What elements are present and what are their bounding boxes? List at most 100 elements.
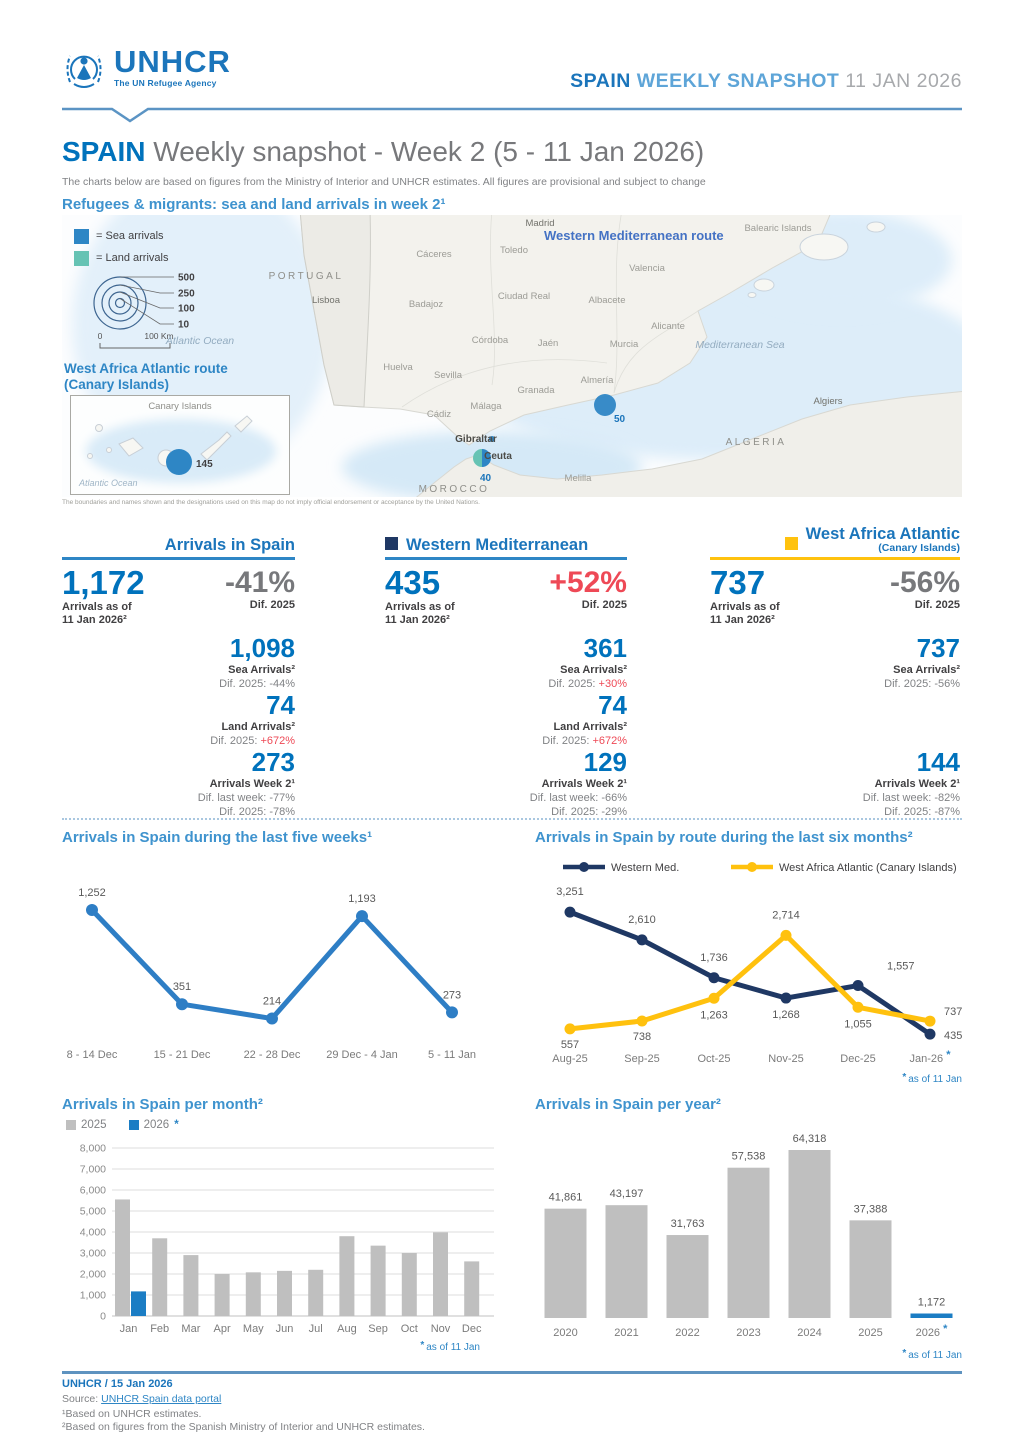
data-point	[708, 972, 720, 984]
north-africa-landmass	[416, 390, 962, 497]
stat-row: 144 Arrivals Week 2¹ Dif. last week: -82% D…	[710, 748, 960, 818]
stat-label: Land Arrivals²	[553, 720, 627, 733]
sea-arrivals-label: = Sea arrivals	[96, 230, 164, 242]
x-tick-label: Apr	[214, 1323, 231, 1335]
bar-value-label: 64,318	[793, 1133, 827, 1145]
stat-dif: Dif. 2025: -78%	[219, 806, 295, 819]
stat-label: Sea Arrivals²	[893, 663, 960, 676]
total-label: Arrivals as of	[710, 600, 780, 613]
map-place-label: Madrid	[525, 218, 555, 229]
bar-year	[788, 1150, 831, 1318]
y-tick-label: 1,000	[80, 1290, 106, 1302]
stat-label: Land Arrivals²	[221, 720, 295, 733]
x-tick-label: Oct-25	[697, 1053, 730, 1065]
region-borders	[401, 215, 699, 408]
data-point	[708, 992, 720, 1004]
map-place-label: Lisboa	[312, 295, 340, 306]
stat-column-header: West Africa Atlantic (Canary Islands)	[710, 520, 960, 560]
sea-arrivals-bubble-canary	[166, 449, 192, 475]
stat-label: Sea Arrivals²	[560, 663, 627, 676]
stats-arrivals-in-spain: Arrivals in Spain 1,172 Arrivals as of 11 J…	[62, 520, 295, 818]
data-point	[446, 1006, 458, 1019]
unhcr-logo: UNHCR The UN Refugee Agency	[62, 46, 231, 92]
sea-arrivals-bubble-almeria	[594, 394, 616, 416]
point-value-label: 351	[173, 981, 191, 993]
stat-dif: Dif. 2025: +30%	[548, 678, 627, 691]
stat-total-row: 737 Arrivals as of 11 Jan 2026² -56% Dif. 20…	[710, 564, 960, 628]
legend-label: West Africa Atlantic (Canary Islands)	[779, 862, 957, 874]
stat-row: 273 Arrivals Week 2¹ Dif. last week: -77% D…	[62, 748, 295, 818]
data-point	[176, 998, 188, 1011]
stat-label: Arrivals Week 2¹	[874, 777, 960, 790]
stat-label: Sea Arrivals²	[228, 663, 295, 676]
stat-column-header: Arrivals in Spain	[62, 520, 295, 560]
stat-rows: 361 Sea Arrivals² Dif. 2025: +30% 74 Land Ar…	[385, 634, 627, 818]
stat-value: 1,098	[229, 633, 295, 664]
total-block: 737 Arrivals as of 11 Jan 2026²	[710, 564, 780, 628]
point-value-label: 1,736	[700, 952, 728, 964]
bar-2025	[433, 1232, 448, 1316]
bar-year	[849, 1220, 892, 1318]
source-link[interactable]: UNHCR Spain data portal	[101, 1393, 222, 1405]
map-place-label: Cádiz	[426, 409, 452, 420]
x-tick-label: Feb	[150, 1323, 169, 1335]
stat-value: 361	[583, 633, 627, 664]
map-place-label: Valencia	[629, 263, 665, 274]
map-place-label: Toledo	[500, 245, 528, 256]
total-label: 11 Jan 2026²	[385, 614, 450, 627]
weekly-arrivals-line-chart: 1,252 8 - 14 Dec 351 15 - 21 Dec 214 22 - 28 …	[67, 887, 476, 1061]
map-place-label: Sevilla	[434, 370, 462, 381]
map-section-title: Refugees & migrants: sea and land arriva…	[62, 196, 446, 213]
stat-title-line: Western Mediterranean	[406, 535, 589, 554]
stat-row: 1,098 Sea Arrivals² Dif. 2025: -44%	[62, 634, 295, 691]
x-tick-label: Dec	[462, 1323, 482, 1335]
dif-percent: -41%	[224, 566, 295, 599]
bar-value-label: 43,197	[610, 1188, 644, 1200]
dif-percent: +52%	[549, 566, 627, 599]
point-value-label: 1,557	[887, 961, 915, 973]
bar-value-label: 31,763	[671, 1218, 705, 1230]
map-disclaimer: The boundaries and names shown and the d…	[62, 499, 480, 506]
data-point	[564, 1023, 576, 1035]
total-value: 737	[710, 564, 766, 601]
dif-block: -56% Dif. 2025	[890, 566, 960, 628]
stat-value: 737	[916, 633, 960, 664]
route-marker	[784, 537, 798, 550]
x-tick-label: 15 - 21 Dec	[154, 1049, 211, 1061]
legend-2025-swatch	[66, 1120, 76, 1130]
map-place-label: Córdoba	[471, 335, 509, 346]
x-tick-label: 2024	[797, 1327, 821, 1339]
map-place-label: Mediterranean Sea	[695, 339, 785, 351]
total-value: 435	[385, 564, 441, 601]
dif-block: -41% Dif. 2025	[225, 566, 295, 628]
map-place-label: PORTUGAL	[268, 271, 344, 282]
stat-row: 74 Land Arrivals² Dif. 2025: +672%	[385, 691, 627, 748]
x-tick-label: Aug-25	[552, 1053, 587, 1065]
data-point	[86, 904, 98, 917]
stat-column-title: Western Mediterranean	[406, 535, 589, 554]
stat-title-line: West Africa Atlantic	[805, 524, 960, 543]
header-weekly-snapshot: WEEKLY SNAPSHOT	[630, 70, 846, 92]
point-value-label: 2,610	[628, 914, 656, 926]
stat-row	[710, 691, 960, 748]
bar-year	[544, 1208, 587, 1318]
dotted-separator	[62, 818, 962, 820]
point-value-label: 214	[263, 996, 281, 1008]
stat-row: 361 Sea Arrivals² Dif. 2025: +30%	[385, 634, 627, 691]
header-rule	[62, 107, 962, 123]
x-tick-label: 2023	[736, 1327, 760, 1339]
x-tick-label: May	[243, 1323, 264, 1335]
x-tick-label: 2021	[614, 1327, 638, 1339]
data-point	[564, 906, 576, 918]
total-label: 11 Jan 2026²	[710, 614, 775, 627]
map-scale: 0 100 Km	[98, 331, 174, 349]
arrivals-map: 50 40 500 250 100 10 0 100 Km = Sea arrivals…	[62, 215, 962, 497]
bar-value-label: 41,861	[549, 1192, 583, 1204]
x-tick-label: 5 - 11 Jan	[428, 1049, 476, 1061]
page-subtitle: The charts below are based on figures fr…	[62, 176, 706, 188]
bubble-size-legend: 500 250 100 10	[93, 273, 195, 331]
stat-label: Arrivals Week 2¹	[209, 777, 295, 790]
scale-end-label: 100 Km	[144, 331, 173, 341]
route-chart-title: Arrivals in Spain by route during the la…	[535, 829, 913, 846]
bar-2025	[464, 1261, 480, 1316]
